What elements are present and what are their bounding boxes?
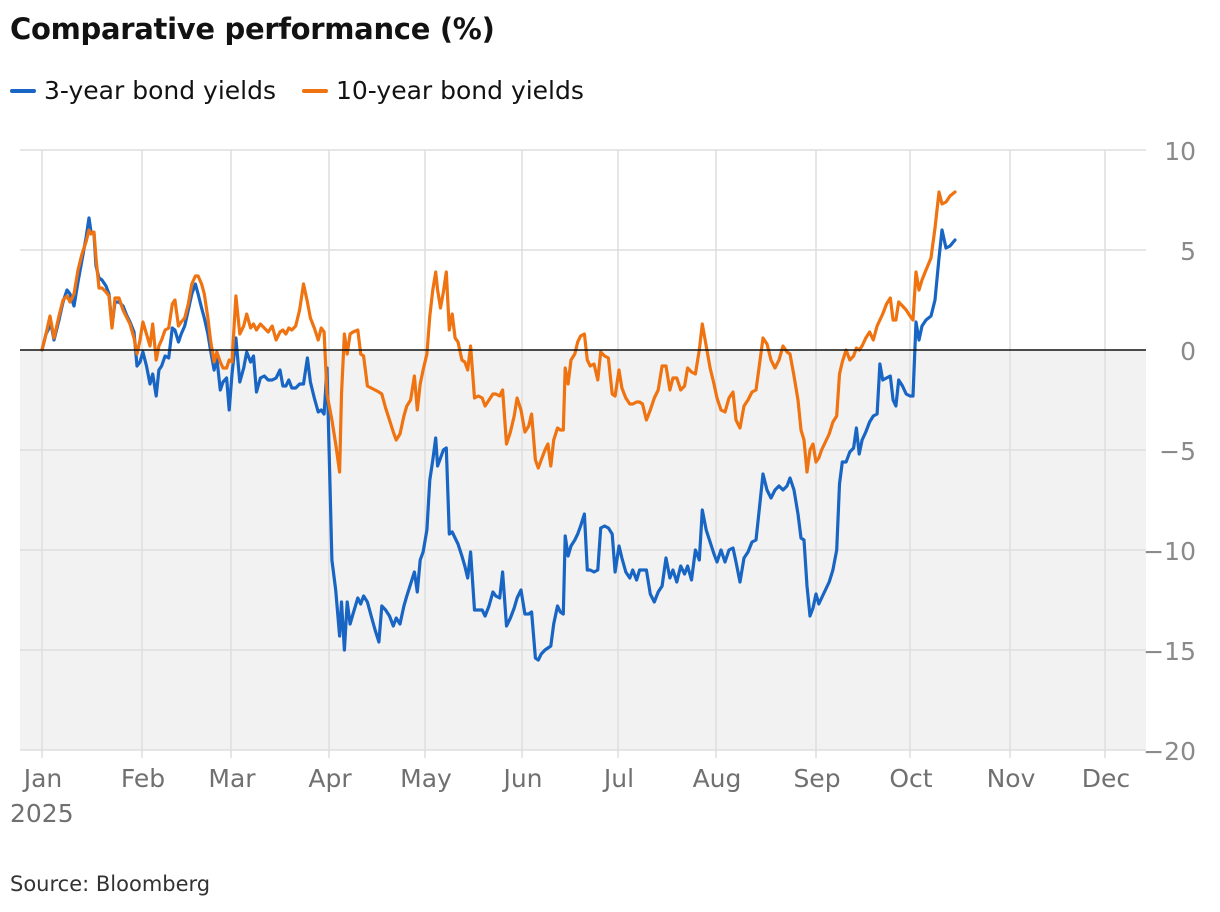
x-tick-label: Apr xyxy=(308,764,352,793)
legend-swatch-10-year xyxy=(302,88,328,93)
y-tick-label: 10 xyxy=(1164,137,1196,166)
line-chart: 10 5 0 −5 −10 −15 −20 Jan Feb Mar Apr May Jun Jul Aug S… xyxy=(10,137,1196,828)
legend-item-10-year: 10-year bond yields xyxy=(302,76,584,105)
chart-title: Comparative performance (%) xyxy=(10,12,495,46)
y-tick-label: 5 xyxy=(1180,237,1196,266)
x-year-label: 2025 xyxy=(10,799,74,828)
series-line-3-year xyxy=(40,216,957,662)
series-line-10-year xyxy=(40,190,957,474)
x-tick-label: Sep xyxy=(793,764,840,793)
y-tick-label: −20 xyxy=(1143,737,1196,766)
x-tick-label: Jan xyxy=(22,764,63,793)
x-tick-label: Jul xyxy=(602,764,634,793)
x-tick-label: Feb xyxy=(121,764,165,793)
x-tick-label: Dec xyxy=(1082,764,1130,793)
x-tick-label: Mar xyxy=(208,764,256,793)
legend-label-10-year: 10-year bond yields xyxy=(336,76,584,105)
legend-label-3-year: 3-year bond yields xyxy=(44,76,276,105)
legend-swatch-3-year xyxy=(10,88,36,93)
x-tick-label: May xyxy=(400,764,452,793)
source-note: Source: Bloomberg xyxy=(10,872,211,896)
y-tick-label: −10 xyxy=(1143,537,1196,566)
x-tick-label: Nov xyxy=(987,764,1036,793)
x-tick-label: Jun xyxy=(501,764,542,793)
legend: 3-year bond yields 10-year bond yields xyxy=(10,76,584,105)
y-tick-label: 0 xyxy=(1180,337,1196,366)
x-tick-label: Aug xyxy=(693,764,742,793)
y-tick-label: −5 xyxy=(1159,437,1196,466)
x-tick-label: Oct xyxy=(889,764,932,793)
y-tick-label: −15 xyxy=(1143,637,1196,666)
legend-item-3-year: 3-year bond yields xyxy=(10,76,276,105)
